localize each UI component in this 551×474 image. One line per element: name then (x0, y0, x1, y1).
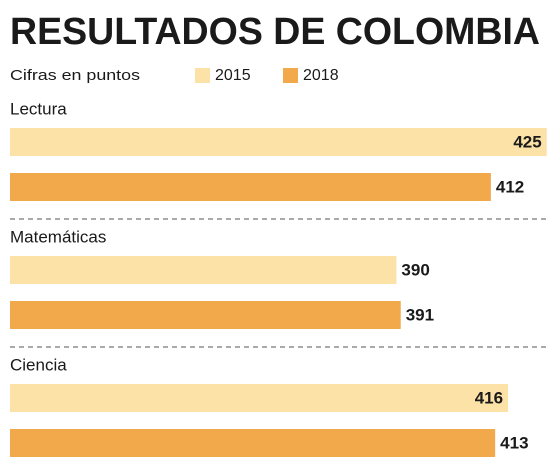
value-label: 413 (500, 433, 528, 452)
chart-title: RESULTADOS DE COLOMBIA (10, 11, 540, 53)
legend-swatch (195, 68, 210, 83)
value-label: 416 (475, 388, 503, 407)
chart-subtitle: Cifras en puntos (10, 67, 140, 84)
legend-swatch (283, 68, 298, 83)
value-label: 391 (406, 305, 434, 324)
value-label: 425 (513, 132, 541, 151)
category-label: Lectura (10, 99, 67, 118)
bar (10, 256, 397, 284)
bar (10, 384, 509, 412)
legend-label: 2015 (215, 67, 251, 84)
bar (10, 301, 401, 329)
bar (10, 429, 496, 457)
value-label: 390 (401, 260, 429, 279)
value-label: 412 (496, 177, 524, 196)
bar (10, 128, 547, 156)
category-label: Matemáticas (10, 227, 106, 246)
category-label: Ciencia (10, 355, 67, 374)
bar (10, 173, 491, 201)
legend-label: 2018 (303, 67, 339, 84)
